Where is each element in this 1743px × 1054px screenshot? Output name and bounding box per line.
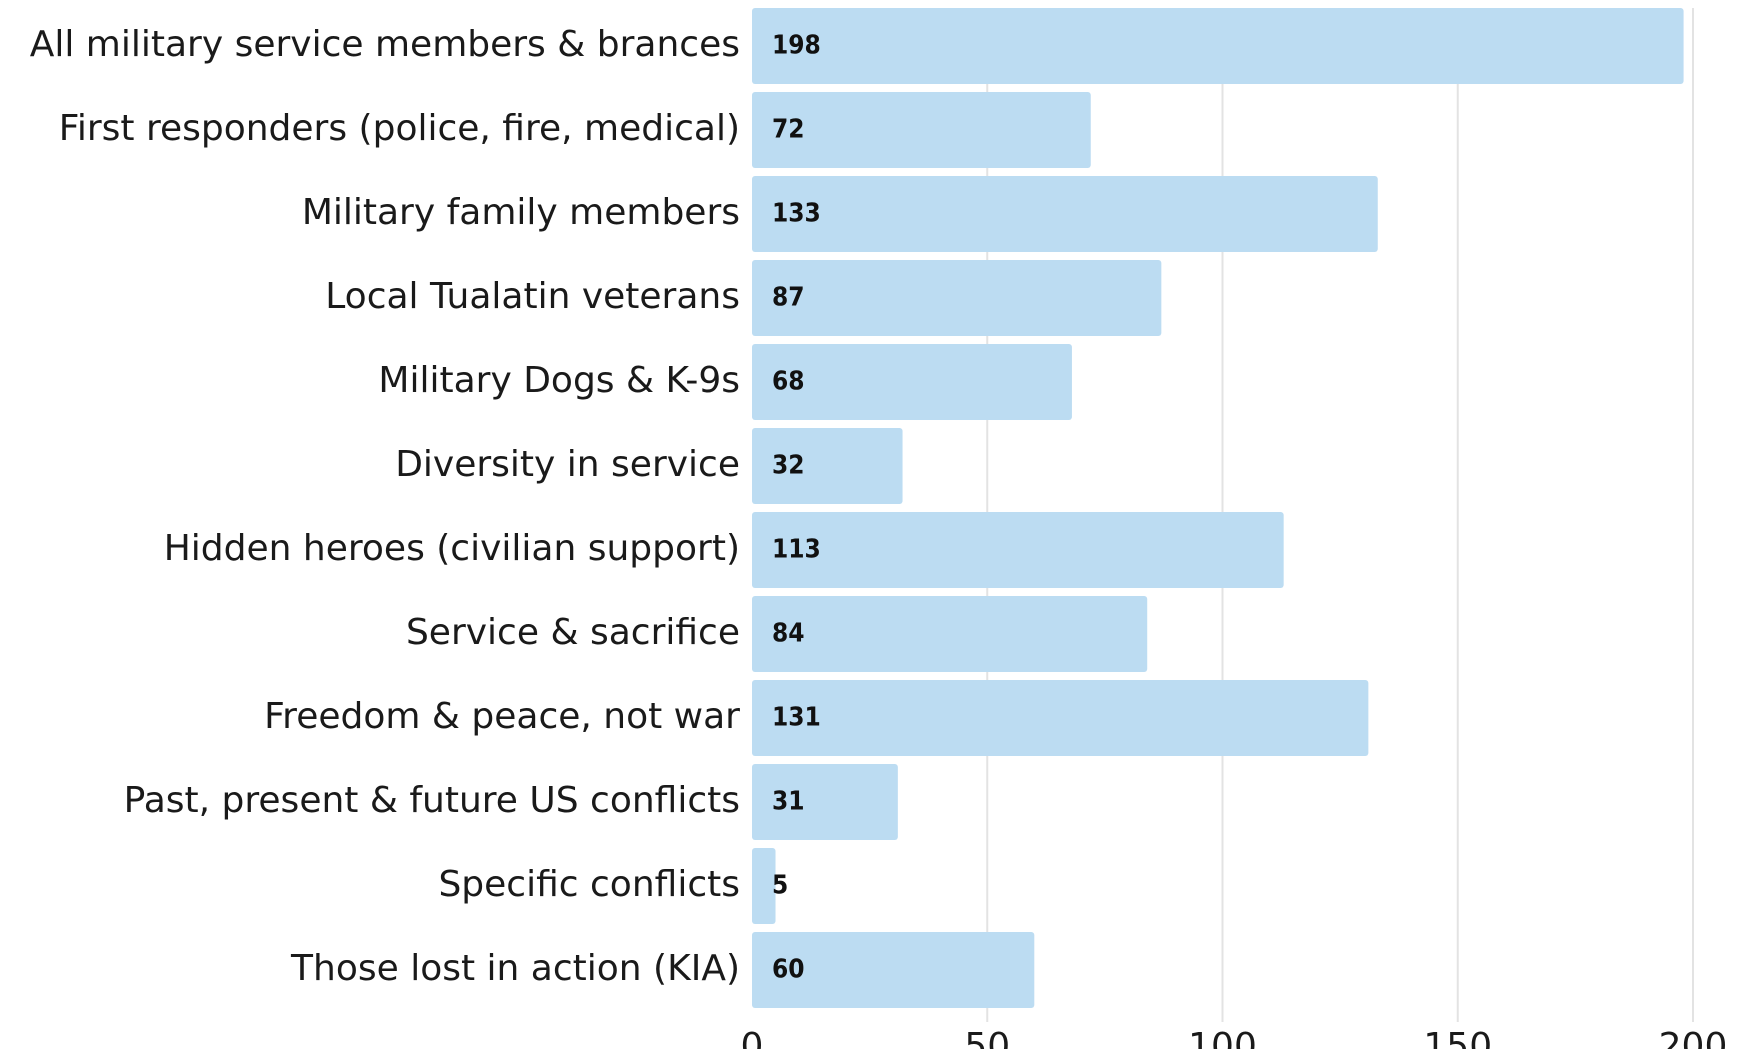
x-tick-label: 200 [1659,1026,1728,1049]
bar [752,680,1369,756]
category-label: Freedom & peace, not war [264,696,740,737]
category-label: Local Tualatin veterans [325,276,740,317]
category-label: Past, present & future US conflicts [124,780,740,821]
data-label: 198 [772,31,821,61]
category-labels: All military service members & brances Fi… [30,24,740,989]
bar [752,512,1284,588]
data-label: 72 [772,115,805,145]
x-tick-label: 0 [741,1026,764,1049]
data-label: 87 [772,283,805,313]
category-label: Specific conflicts [438,864,740,905]
data-label: 133 [772,199,821,229]
bar [752,260,1162,336]
category-label: Service & sacrifice [406,612,740,653]
data-label: 60 [772,955,805,985]
category-label: Diversity in service [395,444,740,485]
x-tick-label: 150 [1423,1026,1492,1049]
bar [752,8,1684,84]
bar [752,428,903,504]
data-label: 131 [772,703,821,733]
value-labels: 198 72 133 87 68 32 113 84 131 31 5 60 [772,31,821,985]
bar [752,764,898,840]
bar [752,92,1091,168]
bar [752,344,1072,420]
category-label: All military service members & brances [30,24,740,65]
x-axis-ticks: 0 50 100 150 200 [741,1026,1728,1054]
x-tick-label: 50 [964,1026,1010,1049]
category-label: First responders (police, fire, medical) [59,108,740,149]
category-label: Those lost in action (KIA) [290,948,740,989]
data-label: 31 [772,787,805,817]
bars [752,8,1684,1008]
data-label: 113 [772,535,821,565]
category-label: Military Dogs & K-9s [378,360,740,401]
data-label: 5 [772,871,788,901]
data-label: 32 [772,451,805,481]
category-label: Military family members [302,192,740,233]
bar [752,932,1035,1008]
x-tick-label: 100 [1188,1026,1257,1049]
bar [752,176,1378,252]
category-label: Hidden heroes (civilian support) [164,528,740,569]
bar [752,596,1148,672]
data-label: 84 [772,619,805,649]
bar [752,848,776,924]
data-label: 68 [772,367,805,397]
